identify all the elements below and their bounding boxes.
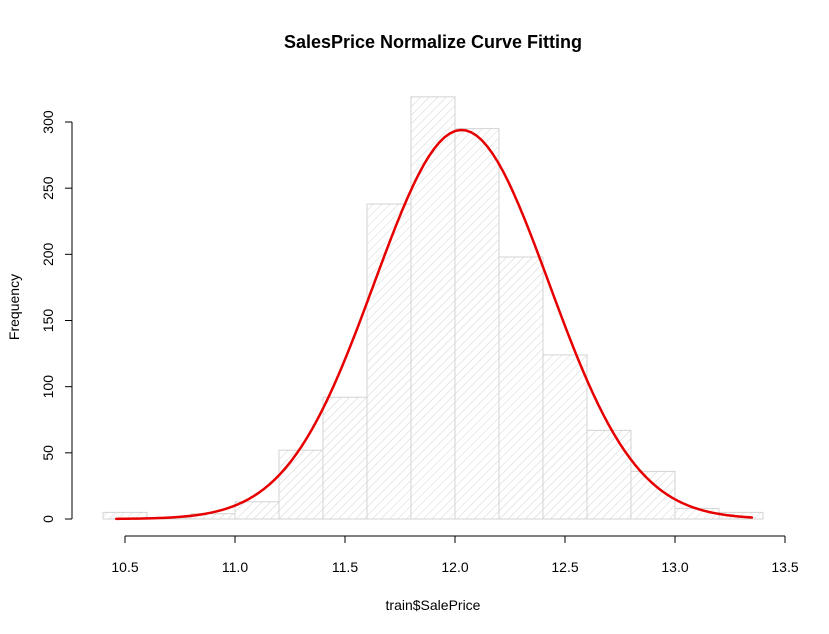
y-axis: 0 50 100 150 200 250 300	[40, 110, 73, 523]
y-tick-label: 150	[40, 309, 56, 333]
x-tick-label: 12.5	[551, 559, 578, 575]
y-axis-label: Frequency	[6, 274, 22, 340]
histogram-bar-5	[278, 449, 324, 520]
histogram-bar-9	[454, 128, 500, 520]
histogram-bars	[102, 96, 764, 520]
histogram-bar-4	[234, 501, 280, 520]
x-axis-label: train$SalePrice	[386, 597, 481, 613]
y-tick-label: 300	[40, 110, 56, 134]
histogram-bar-6	[322, 396, 368, 520]
normal-fit-curve	[114, 128, 754, 521]
y-tick-label: 200	[40, 242, 56, 266]
x-tick-label: 11.0	[222, 559, 248, 575]
histogram-bar-7	[366, 203, 412, 520]
x-axis: 10.5 11.0 11.5 12.0 12.5 13.0 13.5	[111, 535, 799, 575]
x-tick-label: 12.0	[441, 559, 468, 575]
y-tick-label: 50	[40, 445, 56, 461]
chart-title: SalesPrice Normalize Curve Fitting	[284, 32, 582, 52]
histogram-bar-12	[586, 429, 632, 520]
x-tick-label: 10.5	[111, 559, 138, 575]
histogram-bar-11	[542, 354, 588, 520]
y-tick-label: 100	[40, 375, 56, 399]
x-tick-label: 13.0	[661, 559, 688, 575]
y-tick-label: 250	[40, 176, 56, 200]
y-tick-label: 0	[40, 515, 56, 523]
histogram-bar-10	[498, 256, 544, 520]
histogram-bar-8	[410, 96, 456, 520]
x-tick-label: 13.5	[771, 559, 798, 575]
x-tick-label: 11.5	[332, 559, 358, 575]
